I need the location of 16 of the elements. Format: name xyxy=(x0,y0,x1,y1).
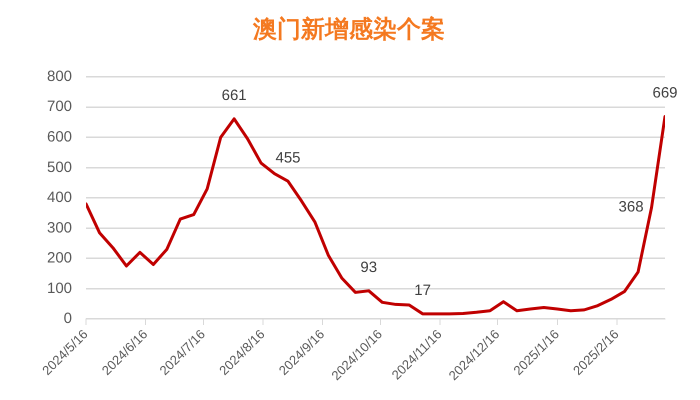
data-label: 669 xyxy=(652,84,678,102)
chart-title: 澳门新增感染个案 xyxy=(252,15,445,44)
y-tick-label: 600 xyxy=(46,128,72,146)
y-tick-label: 100 xyxy=(46,280,72,297)
y-tick-label: 500 xyxy=(46,158,72,176)
y-tick-label: 0 xyxy=(64,310,72,328)
y-tick-label: 400 xyxy=(46,189,72,206)
y-tick-label: 200 xyxy=(46,250,72,267)
data-label: 93 xyxy=(360,258,378,276)
y-tick-label: 700 xyxy=(46,98,72,116)
data-label: 368 xyxy=(618,198,644,216)
y-tick-label: 300 xyxy=(46,219,72,236)
data-label: 17 xyxy=(414,282,431,299)
y-tick-label: 800 xyxy=(46,68,72,85)
data-label: 661 xyxy=(222,87,247,104)
data-label: 455 xyxy=(275,149,301,166)
